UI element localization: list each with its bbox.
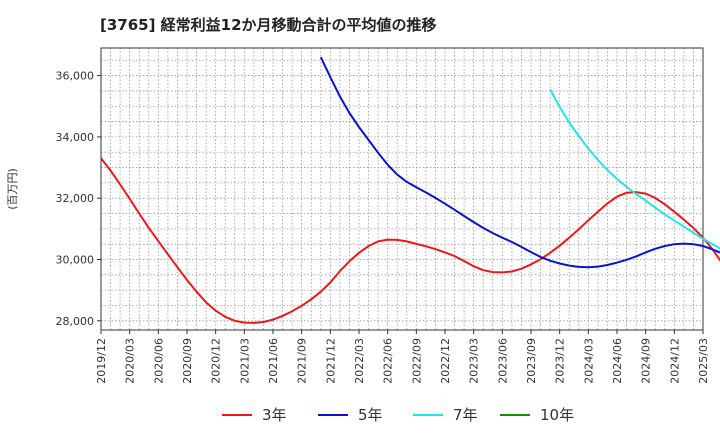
x-tick-label: 2021/09 [296, 338, 309, 384]
x-tick-label: 2020/03 [124, 338, 137, 384]
legend: 3年 5年 7年 10年 [0, 404, 720, 428]
legend-item: 10年 [500, 404, 574, 425]
y-tick-label: 28,000 [56, 315, 95, 328]
x-tick-label: 2021/06 [267, 338, 280, 384]
legend-swatch [222, 413, 252, 416]
x-tick-label: 2022/06 [382, 338, 395, 384]
y-axis-label: (百万円) [6, 168, 19, 210]
legend-swatch [318, 413, 348, 416]
legend-item: 3年 [222, 404, 287, 425]
x-tick-label: 2024/09 [640, 338, 653, 384]
x-tick-label: 2021/03 [238, 338, 251, 384]
x-tick-label: 2022/09 [410, 338, 423, 384]
legend-swatch [413, 413, 443, 416]
legend-label: 5年 [358, 406, 383, 424]
plot-frame [100, 47, 704, 331]
y-tick-label: 30,000 [56, 254, 95, 267]
x-tick-label: 2024/03 [582, 338, 595, 384]
y-tick-label: 34,000 [56, 131, 95, 144]
y-tick-label: 36,000 [56, 70, 95, 83]
x-tick-label: 2024/06 [611, 338, 624, 384]
x-tick-label: 2024/12 [668, 338, 681, 384]
legend-label: 3年 [262, 406, 287, 424]
plot-area [101, 48, 703, 330]
x-tick-label: 2019/12 [95, 338, 108, 384]
y-tick-label: 32,000 [56, 192, 95, 205]
legend-label: 7年 [453, 406, 478, 424]
x-tick-label: 2021/12 [324, 338, 337, 384]
x-tick-label: 2022/03 [353, 338, 366, 384]
x-tick-label: 2023/12 [554, 338, 567, 384]
legend-label: 10年 [540, 406, 575, 424]
x-tick-label: 2020/12 [210, 338, 223, 384]
legend-item: 7年 [413, 404, 478, 425]
x-tick-label: 2023/09 [525, 338, 538, 384]
legend-item: 5年 [318, 404, 383, 425]
series-line-3年 [100, 157, 720, 324]
series-line-5年 [319, 56, 720, 269]
x-tick-label: 2020/09 [181, 338, 194, 384]
legend-swatch [500, 413, 530, 416]
series-line-7年 [549, 88, 720, 250]
x-tick-label: 2023/03 [468, 338, 481, 384]
x-tick-label: 2023/06 [496, 338, 509, 384]
x-tick-label: 2022/12 [439, 338, 452, 384]
x-tick-label: 2020/06 [152, 338, 165, 384]
x-tick-label: 2025/03 [697, 338, 710, 384]
chart-title: [3765] 経常利益12か月移動合計の平均値の推移 [100, 16, 437, 34]
